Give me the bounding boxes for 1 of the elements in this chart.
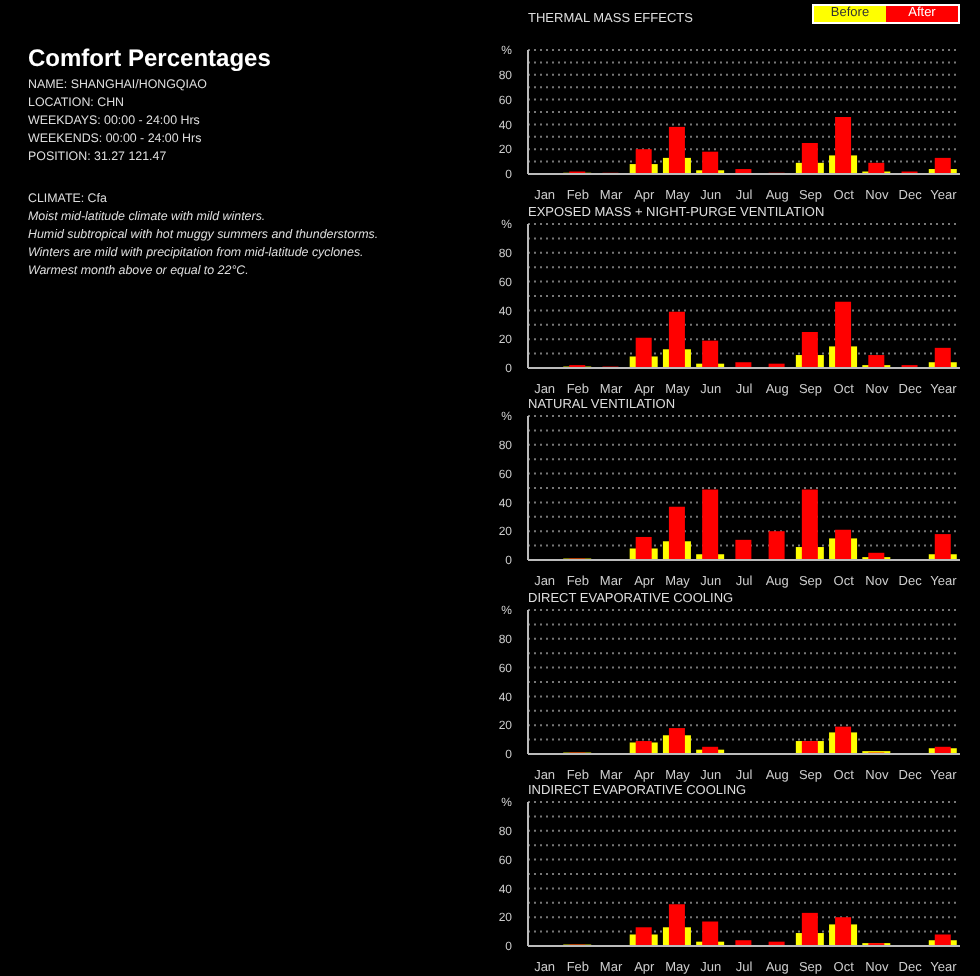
text: Comfort Percentages	[28, 44, 273, 72]
